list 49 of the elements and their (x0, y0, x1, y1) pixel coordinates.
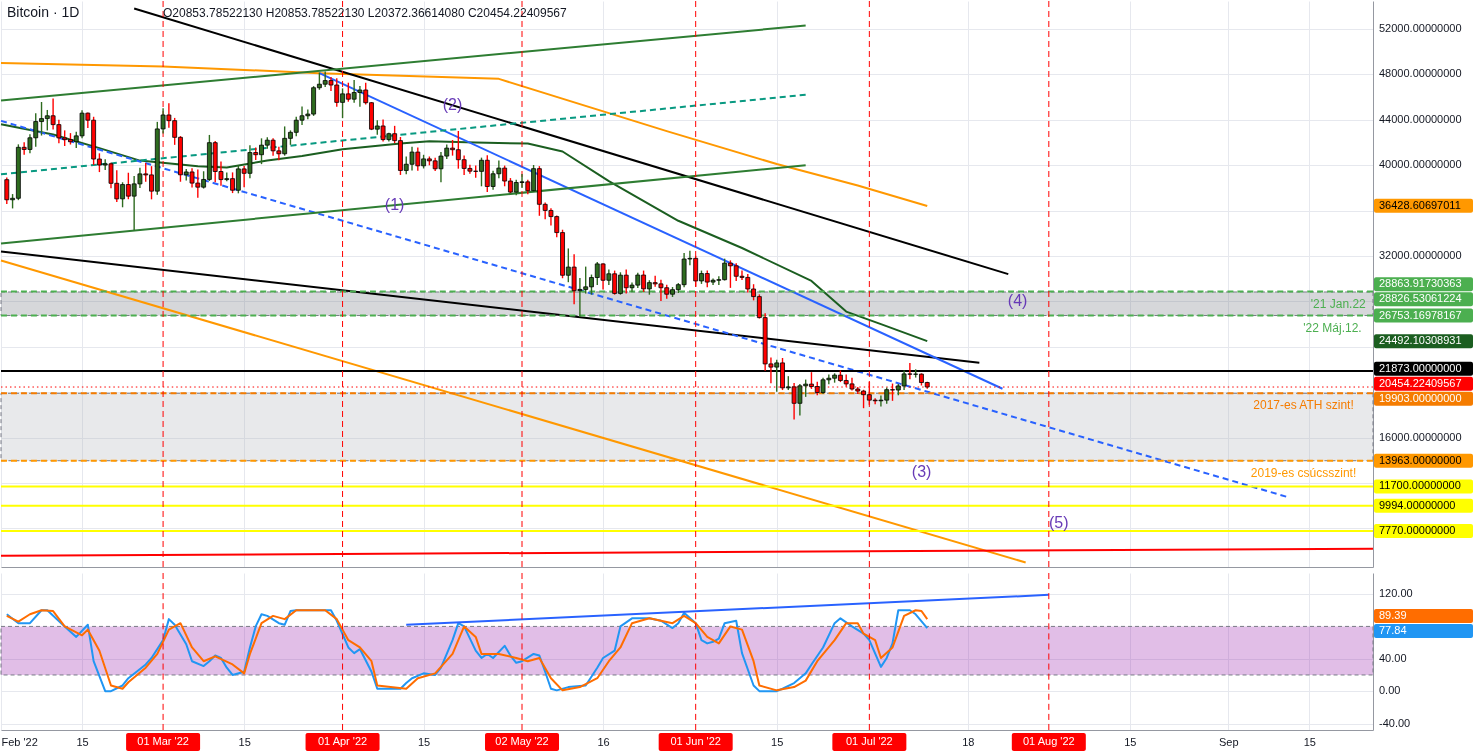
x-tick-label: 15 (771, 735, 784, 748)
annotation: '22 Máj.12. (1303, 320, 1362, 335)
x-tick-label: 16 (597, 735, 610, 748)
ref-line-label: 20454.22409567 (1379, 376, 1462, 389)
y-tick-label: 52000.00000000 (1379, 21, 1462, 34)
ref-line-label: 01 Jul '22 (845, 735, 893, 747)
ref-line-label: 13963.00000000 (1379, 453, 1462, 466)
annotation: (5) (1049, 513, 1069, 531)
ref-line-label: 28863.91730363 (1379, 277, 1462, 290)
y-tick-label: 89.39 (1379, 608, 1407, 621)
ref-line-label: 01 Jun '22 (670, 735, 721, 747)
ref-line-label: 26753.16978167 (1379, 308, 1462, 321)
ref-line-label: 01 Apr '22 (317, 735, 368, 747)
annotation: (4) (1007, 291, 1028, 309)
y-tick-label: -40.00 (1379, 716, 1411, 729)
y-tick-label: 16000.00000000 (1379, 430, 1462, 443)
x-tick-label: Sep (1218, 735, 1239, 748)
x-tick-label: 15 (238, 735, 251, 748)
x-tick-label: 15 (1124, 735, 1137, 748)
y-tick-label: 77.84 (1379, 623, 1407, 636)
y-tick-label: 32000.00000000 (1379, 248, 1462, 261)
y-tick-label: 24492.10308931 (1379, 334, 1462, 347)
chart-title: Bitcoin · 1D (7, 4, 80, 20)
x-tick-label: 15 (76, 735, 89, 748)
ref-line-label: 7770.00000000 (1379, 524, 1456, 537)
x-tick-label: 18 (962, 735, 975, 748)
ref-line-label: 21873.00000000 (1379, 361, 1462, 374)
band-label: 28826.53061224 (1379, 292, 1462, 305)
ref-line-label: 01 Mar '22 (137, 735, 189, 747)
annotation: '21 Jan.22 (1310, 296, 1367, 311)
ref-line-label: 11700.00000000 (1379, 479, 1461, 492)
y-tick-label: 0.00 (1379, 684, 1401, 697)
ref-line-label: 9994.00000000 (1379, 498, 1456, 511)
y-tick-label: 44000.00000000 (1379, 112, 1462, 125)
ref-line-label: 19903.00000000 (1379, 391, 1462, 404)
x-tick-label: 15 (417, 735, 431, 748)
y-tick-label: 40.00 (1379, 651, 1407, 664)
x-tick-label: Feb '22 (1, 735, 38, 748)
annotation: (3) (911, 463, 932, 481)
y-tick-label: 120.00 (1379, 587, 1413, 600)
chart-subtitle: O20853.78522130 H20853.78522130 L20372.36614080 C20454.22409567 (163, 6, 568, 20)
y-tick-label: 48000.00000000 (1379, 67, 1462, 80)
y-tick-label: 40000.00000000 (1379, 158, 1462, 171)
annotation: 2017-es ATH szint! (1253, 398, 1354, 413)
ref-line-label: 02 May '22 (495, 735, 549, 747)
ref-line-label: 01 Aug '22 (1022, 735, 1075, 747)
y-tick-label: 36428.60697011 (1379, 198, 1461, 211)
x-tick-label: 15 (1303, 735, 1316, 748)
annotation: 2019-es csúcsszint! (1250, 465, 1357, 480)
